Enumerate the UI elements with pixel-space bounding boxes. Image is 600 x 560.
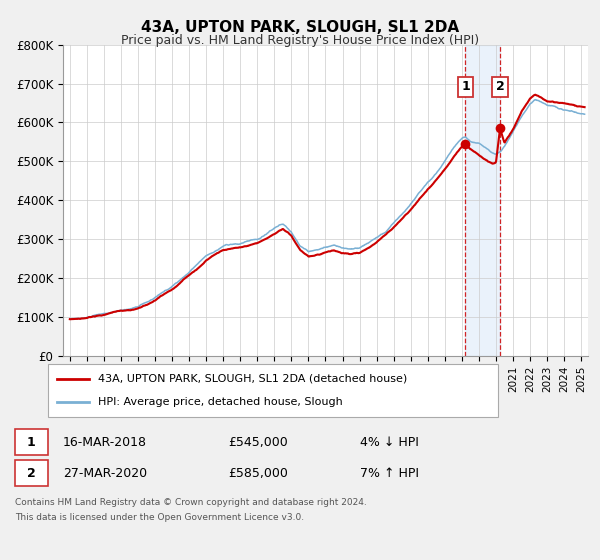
Text: HPI: Average price, detached house, Slough: HPI: Average price, detached house, Slou…	[97, 397, 342, 407]
Bar	[466, 45, 500, 356]
Text: 1: 1	[27, 436, 35, 449]
Text: 16-MAR-2018: 16-MAR-2018	[63, 436, 147, 449]
Text: 27-MAR-2020: 27-MAR-2020	[63, 467, 147, 480]
Text: Contains HM Land Registry data © Crown copyright and database right 2024.: Contains HM Land Registry data © Crown c…	[15, 498, 367, 507]
Text: 7% ↑ HPI: 7% ↑ HPI	[360, 467, 419, 480]
Text: 43A, UPTON PARK, SLOUGH, SL1 2DA (detached house): 43A, UPTON PARK, SLOUGH, SL1 2DA (detach…	[97, 374, 407, 384]
FancyBboxPatch shape	[15, 430, 48, 455]
FancyBboxPatch shape	[15, 460, 48, 486]
Text: 43A, UPTON PARK, SLOUGH, SL1 2DA: 43A, UPTON PARK, SLOUGH, SL1 2DA	[141, 20, 459, 35]
Text: 2: 2	[496, 80, 505, 94]
Text: 1: 1	[461, 80, 470, 94]
Text: 2: 2	[27, 467, 35, 480]
Text: £585,000: £585,000	[228, 467, 288, 480]
Text: 4% ↓ HPI: 4% ↓ HPI	[360, 436, 419, 449]
Text: Price paid vs. HM Land Registry's House Price Index (HPI): Price paid vs. HM Land Registry's House …	[121, 34, 479, 46]
Text: This data is licensed under the Open Government Licence v3.0.: This data is licensed under the Open Gov…	[15, 513, 304, 522]
Text: £545,000: £545,000	[228, 436, 288, 449]
